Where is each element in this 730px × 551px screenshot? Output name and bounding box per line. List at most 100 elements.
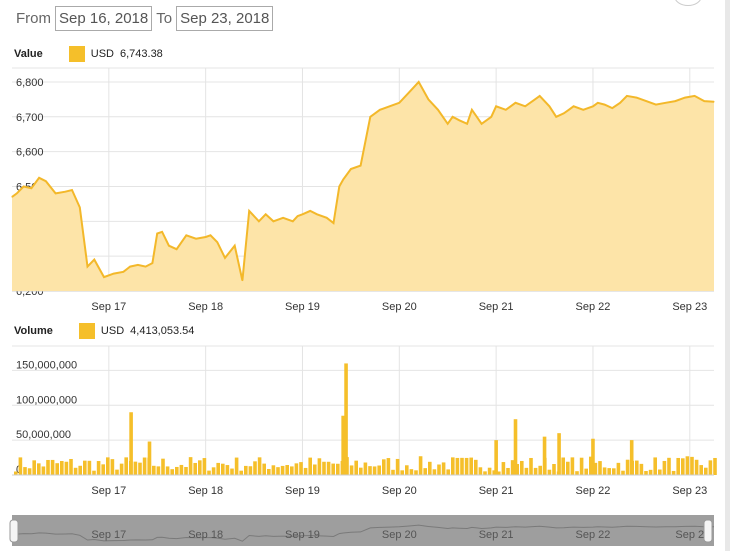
to-date-input[interactable]: Sep 23, 2018 [176,5,274,31]
volume-bar [32,460,36,475]
value-point [379,109,381,111]
value-point [205,236,207,238]
volume-bar [497,471,501,475]
volume-x-tick-4: Sep 21 [479,485,514,497]
value-point [79,206,81,208]
value-point [122,271,124,273]
volume-bar [280,465,285,475]
volume-bar [290,466,294,475]
value-point [338,185,340,188]
volume-bar [602,467,607,475]
value-point [645,100,647,102]
volume-bar [690,456,694,475]
volume-bar [285,465,289,475]
volume-bar [50,459,55,475]
value-point [168,245,170,247]
volume-bar [101,464,105,475]
volume-bar [446,469,450,475]
volume-bar [685,456,690,475]
volume-bar [207,470,211,475]
volume-bar [400,470,404,475]
navigator[interactable]: Sep 17 Sep 18 Sep 19 Sep 20 Sep 21 Sep 22 Sep … [9,515,714,546]
volume-bar [644,471,648,475]
value-point [418,81,420,83]
volume-bar [92,470,96,475]
value-point [16,192,18,195]
navigator-tick-1: Sep 18 [188,529,223,541]
volume-bar-spike [341,415,345,475]
volume-bar [336,463,340,475]
volume-bar [276,467,280,475]
volume-bar [55,463,59,475]
value-swatch [68,46,85,62]
volume-bar [69,458,73,475]
value-point [326,217,328,219]
value-point [568,109,570,111]
value-point [471,109,473,111]
volume-series-name: USD [100,325,125,337]
value-point [38,177,40,179]
value-title: Value [14,48,43,60]
volume-bar [639,463,644,475]
volume-bar [372,466,377,475]
value-point [674,100,676,102]
value-point [573,105,575,107]
volume-bar [676,457,680,475]
value-point [539,95,541,97]
volume-bar [589,456,593,475]
volume-bar [161,458,165,475]
volume-bar [520,460,524,475]
value-x-tick-5: Sep 22 [576,301,611,313]
from-date-input[interactable]: Sep 16, 2018 [55,5,153,31]
value-x-tick-6: Sep 23 [672,301,707,313]
volume-bar [598,461,602,475]
value-point [427,98,429,100]
value-point [447,123,449,125]
value-point [437,109,439,111]
value-point [241,279,244,282]
volume-bar [18,457,23,475]
volume-bar [671,470,676,475]
volume-bar [653,457,657,475]
navigator-right-handle[interactable] [703,519,713,543]
navigator-tick-2: Sep 19 [285,529,320,541]
navigator-left-handle[interactable] [9,519,19,543]
volume-y-tick-2: 100,000,000 [16,394,77,406]
volume-bar [299,462,303,475]
volume-bar [349,465,354,475]
volume-bar [83,460,87,475]
value-point [481,123,483,125]
volume-bar [156,466,161,475]
volume-bar-spike [557,433,561,475]
volume-bar [616,462,621,475]
volume-bar [510,460,515,475]
value-legend: Value USD 6,743.38 [14,46,163,62]
scrollbar-track[interactable] [725,0,730,551]
volume-bar [322,461,326,475]
value-point [505,109,507,111]
volume-bar [64,461,69,475]
volume-bar [363,462,368,475]
volume-bar [78,465,82,475]
volume-bar [119,463,124,475]
value-point [635,97,638,99]
volume-bar [492,470,496,475]
value-point [282,217,284,219]
volume-bar-spike [344,363,348,475]
value-x-tick-3: Sep 20 [382,301,417,313]
value-point [495,105,497,107]
volume-swatch [78,323,95,339]
value-point [30,187,32,189]
volume-bar [487,467,492,475]
volume-bar [188,457,193,475]
value-point [45,180,47,182]
value-point [514,102,517,104]
value-point [185,234,187,236]
volume-bar [575,471,579,475]
value-point [86,266,89,268]
value-point [332,222,335,224]
value-point [176,248,178,250]
